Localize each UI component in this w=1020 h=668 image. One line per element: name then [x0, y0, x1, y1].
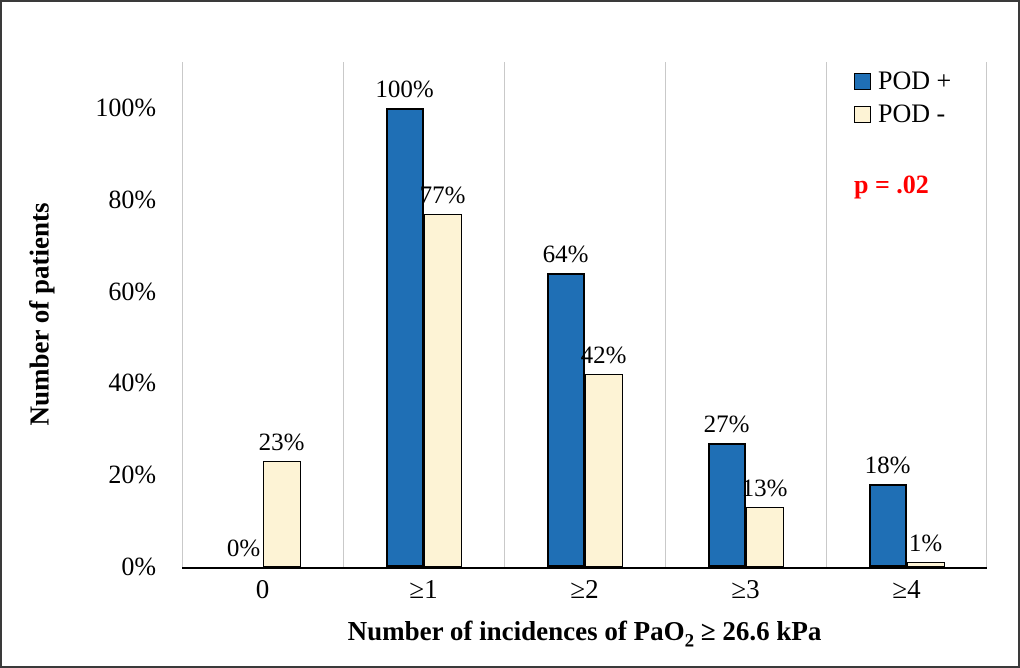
gridline — [665, 62, 666, 567]
x-axis-title: Number of incidences of PaO2 ≥ 26.6 kPa — [182, 616, 987, 652]
p-value-annotation: p = .02 — [854, 170, 929, 199]
bar-value-label: 18% — [864, 452, 911, 480]
legend-item-pod-minus: POD - — [854, 101, 951, 127]
x-axis-title-prefix: Number of incidences of PaO — [347, 616, 685, 646]
bar-pod-minus — [423, 213, 462, 567]
legend-swatch-pod-plus — [854, 72, 871, 90]
legend-item-pod-plus: POD + — [854, 68, 951, 94]
x-tick-label: ≥1 — [409, 574, 438, 604]
legend-swatch-pod-minus — [854, 105, 871, 123]
x-tick-label: ≥4 — [892, 574, 921, 604]
bar-value-label: 64% — [542, 241, 589, 269]
x-tick-label: ≥3 — [731, 574, 760, 604]
bar-pod-plus — [868, 484, 907, 567]
gridline — [826, 62, 827, 567]
y-tick-label: 0% — [121, 552, 156, 581]
bar-pod-plus — [707, 443, 746, 567]
bar-value-label: 13% — [741, 475, 788, 503]
bar-value-label: 23% — [258, 429, 305, 457]
bar-pod-minus — [745, 507, 784, 567]
x-axis-title-suffix: ≥ 26.6 kPa — [694, 616, 822, 646]
bar-pod-plus — [385, 107, 424, 567]
gridline — [182, 62, 183, 567]
bar-pod-minus — [906, 562, 945, 567]
legend-label: POD - — [878, 99, 946, 128]
bar-pod-minus — [584, 374, 623, 567]
legend-label: POD + — [878, 66, 952, 95]
y-axis-tick-labels: 0% 20% 40% 60% 80% 100% — [2, 62, 168, 581]
y-tick-label: 100% — [95, 92, 156, 122]
bar-value-label: 77% — [419, 181, 466, 209]
plot-area: 0% 23% 100% 77% 64% 42% 27% 13% 18% 1% — [182, 62, 987, 569]
x-tick-label: ≥2 — [570, 574, 599, 604]
gridline — [504, 62, 505, 567]
bar-pod-minus — [262, 461, 301, 567]
bar-value-label: 100% — [375, 75, 434, 103]
bar-value-label: 27% — [703, 411, 750, 439]
y-tick-label: 40% — [108, 368, 156, 398]
y-tick-label: 60% — [108, 276, 156, 306]
bar-value-label: 0% — [226, 535, 261, 562]
bar-pod-plus — [546, 273, 585, 567]
y-tick-label: 80% — [108, 184, 156, 214]
x-axis-title-subscript: 2 — [684, 630, 695, 652]
bar-value-label: 1% — [908, 530, 943, 558]
y-tick-label: 20% — [108, 460, 156, 490]
gridline — [986, 62, 987, 567]
gridline — [343, 62, 344, 567]
legend: POD + POD - — [854, 68, 951, 134]
x-axis-tick-labels: 0 ≥1 ≥2 ≥3 ≥4 — [182, 576, 987, 610]
x-tick-label: 0 — [255, 574, 270, 604]
bar-value-label: 42% — [580, 342, 627, 370]
